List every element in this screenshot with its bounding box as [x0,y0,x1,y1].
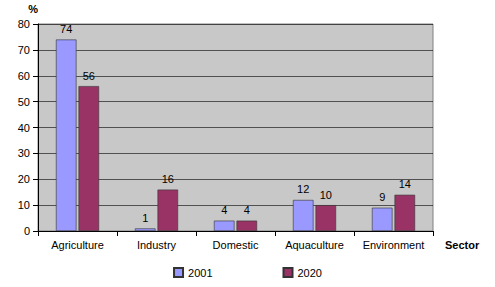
svg-text:4: 4 [221,204,227,216]
svg-text:74: 74 [60,23,72,35]
svg-text:20: 20 [18,173,30,185]
svg-text:Industry: Industry [137,239,177,251]
svg-text:10: 10 [18,199,30,211]
svg-text:4: 4 [244,204,250,216]
svg-text:14: 14 [399,178,411,190]
svg-text:70: 70 [18,44,30,56]
svg-text:9: 9 [379,191,385,203]
svg-text:%: % [28,3,38,15]
svg-text:2020: 2020 [298,267,322,279]
svg-text:10: 10 [320,189,332,201]
svg-text:12: 12 [297,183,309,195]
svg-text:1: 1 [142,212,148,224]
svg-text:Sector: Sector [445,239,480,251]
svg-text:30: 30 [18,147,30,159]
svg-text:16: 16 [162,173,174,185]
svg-text:40: 40 [18,122,30,134]
svg-text:2001: 2001 [188,267,212,279]
svg-text:50: 50 [18,96,30,108]
svg-text:Agriculture: Agriculture [51,239,104,251]
svg-text:Environment: Environment [363,239,425,251]
svg-text:60: 60 [18,70,30,82]
svg-text:0: 0 [24,225,30,237]
svg-text:80: 80 [18,18,30,30]
svg-text:Domestic: Domestic [213,239,259,251]
svg-text:Aquaculture: Aquaculture [285,239,344,251]
svg-text:56: 56 [83,70,95,82]
